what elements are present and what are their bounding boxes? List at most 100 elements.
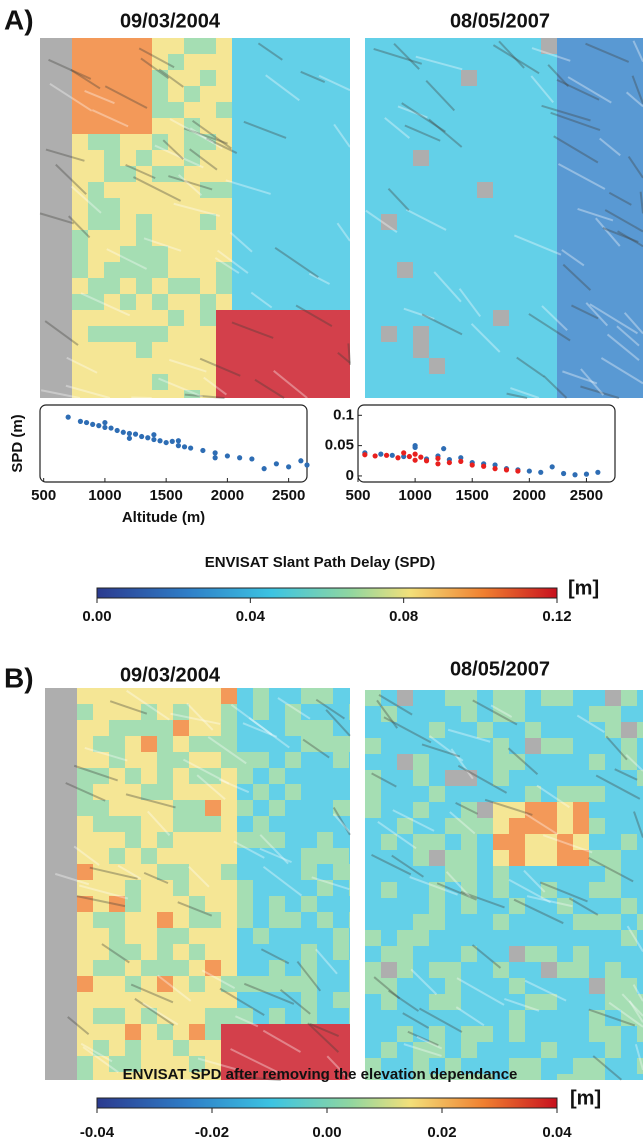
map-cell bbox=[589, 802, 605, 818]
map-cell bbox=[589, 690, 605, 706]
map-cell bbox=[461, 978, 477, 994]
map-cell bbox=[216, 134, 232, 150]
map-cell bbox=[248, 294, 264, 310]
map-cell bbox=[285, 784, 301, 800]
hillshade bbox=[449, 811, 476, 835]
map-cell bbox=[381, 946, 397, 962]
hillshade bbox=[67, 215, 91, 239]
map-cell bbox=[61, 928, 77, 944]
map-cell bbox=[280, 310, 296, 326]
map-cell bbox=[397, 754, 413, 770]
map-cell bbox=[40, 54, 56, 70]
map-cell bbox=[344, 278, 350, 294]
map-cell bbox=[605, 1042, 621, 1058]
map-cell bbox=[429, 54, 445, 70]
map-cell bbox=[141, 848, 157, 864]
map-cell bbox=[573, 1074, 589, 1080]
map-cell bbox=[525, 882, 541, 898]
map-cell bbox=[136, 118, 152, 134]
map-cell bbox=[72, 358, 88, 374]
map-cell bbox=[72, 198, 88, 214]
map-cell bbox=[381, 930, 397, 946]
map-cell bbox=[248, 230, 264, 246]
map-cell bbox=[328, 390, 344, 398]
scatter-point bbox=[423, 458, 430, 464]
map-cell bbox=[429, 866, 445, 882]
map-cell bbox=[317, 704, 333, 720]
hillshade bbox=[608, 191, 632, 206]
map-cell bbox=[200, 358, 216, 374]
map-cell bbox=[104, 182, 120, 198]
map-cell bbox=[605, 374, 621, 390]
map-cell bbox=[40, 198, 56, 214]
map-cell bbox=[125, 816, 141, 832]
map-cell bbox=[77, 784, 93, 800]
map-cell bbox=[541, 754, 557, 770]
map-cell bbox=[200, 390, 216, 398]
map-cell bbox=[541, 182, 557, 198]
map-cell bbox=[104, 102, 120, 118]
map-cell bbox=[477, 706, 493, 722]
map-cell bbox=[461, 150, 477, 166]
hillshade bbox=[625, 754, 643, 772]
map-cell bbox=[93, 1008, 109, 1024]
hillshade bbox=[625, 91, 643, 108]
map-cell bbox=[344, 214, 350, 230]
map-cell bbox=[605, 738, 621, 754]
map-cell bbox=[253, 688, 269, 704]
map-cell bbox=[104, 230, 120, 246]
map-cell bbox=[61, 688, 77, 704]
map-cell bbox=[301, 1040, 317, 1056]
map-cell bbox=[397, 946, 413, 962]
map-cell bbox=[328, 246, 344, 262]
map-cell bbox=[461, 834, 477, 850]
map-cell bbox=[557, 1010, 573, 1026]
map-cell bbox=[221, 912, 237, 928]
map-cell bbox=[509, 262, 525, 278]
map-cell bbox=[397, 738, 413, 754]
map-cell bbox=[381, 198, 397, 214]
map-cell bbox=[125, 704, 141, 720]
map-cell bbox=[152, 246, 168, 262]
scatter-point bbox=[145, 435, 151, 441]
map-cell bbox=[184, 86, 200, 102]
map-cell bbox=[221, 880, 237, 896]
map-cell bbox=[237, 928, 253, 944]
map-cell bbox=[168, 310, 184, 326]
map-cell bbox=[264, 214, 280, 230]
map-cell bbox=[205, 976, 221, 992]
map-cell bbox=[157, 704, 173, 720]
map-cell bbox=[621, 310, 637, 326]
map-cell bbox=[157, 944, 173, 960]
map-cell bbox=[365, 978, 381, 994]
map-cell bbox=[152, 326, 168, 342]
scatter-point bbox=[273, 461, 279, 467]
map-cell bbox=[72, 54, 88, 70]
map-cell bbox=[109, 784, 125, 800]
map-cell bbox=[280, 358, 296, 374]
map-cell bbox=[445, 246, 461, 262]
map-cell bbox=[461, 54, 477, 70]
map-cell bbox=[61, 960, 77, 976]
map-cell bbox=[237, 944, 253, 960]
map-cell bbox=[525, 994, 541, 1010]
map-cell bbox=[168, 54, 184, 70]
map-cell bbox=[141, 1008, 157, 1024]
map-cell bbox=[189, 816, 205, 832]
map-cell bbox=[445, 962, 461, 978]
hillshade bbox=[147, 810, 171, 837]
map-cell bbox=[88, 278, 104, 294]
scatter-point bbox=[200, 447, 206, 454]
map-cell bbox=[621, 182, 637, 198]
map-cell bbox=[445, 102, 461, 118]
map-cell bbox=[61, 832, 77, 848]
map-cell bbox=[397, 134, 413, 150]
map-cell bbox=[232, 102, 248, 118]
hillshade bbox=[257, 42, 283, 61]
map-cell bbox=[77, 1040, 93, 1056]
x-tick-label: 500 bbox=[31, 487, 56, 504]
map-cell bbox=[168, 102, 184, 118]
hillshade bbox=[415, 55, 463, 71]
map-cell bbox=[397, 342, 413, 358]
hillshade bbox=[126, 689, 170, 721]
